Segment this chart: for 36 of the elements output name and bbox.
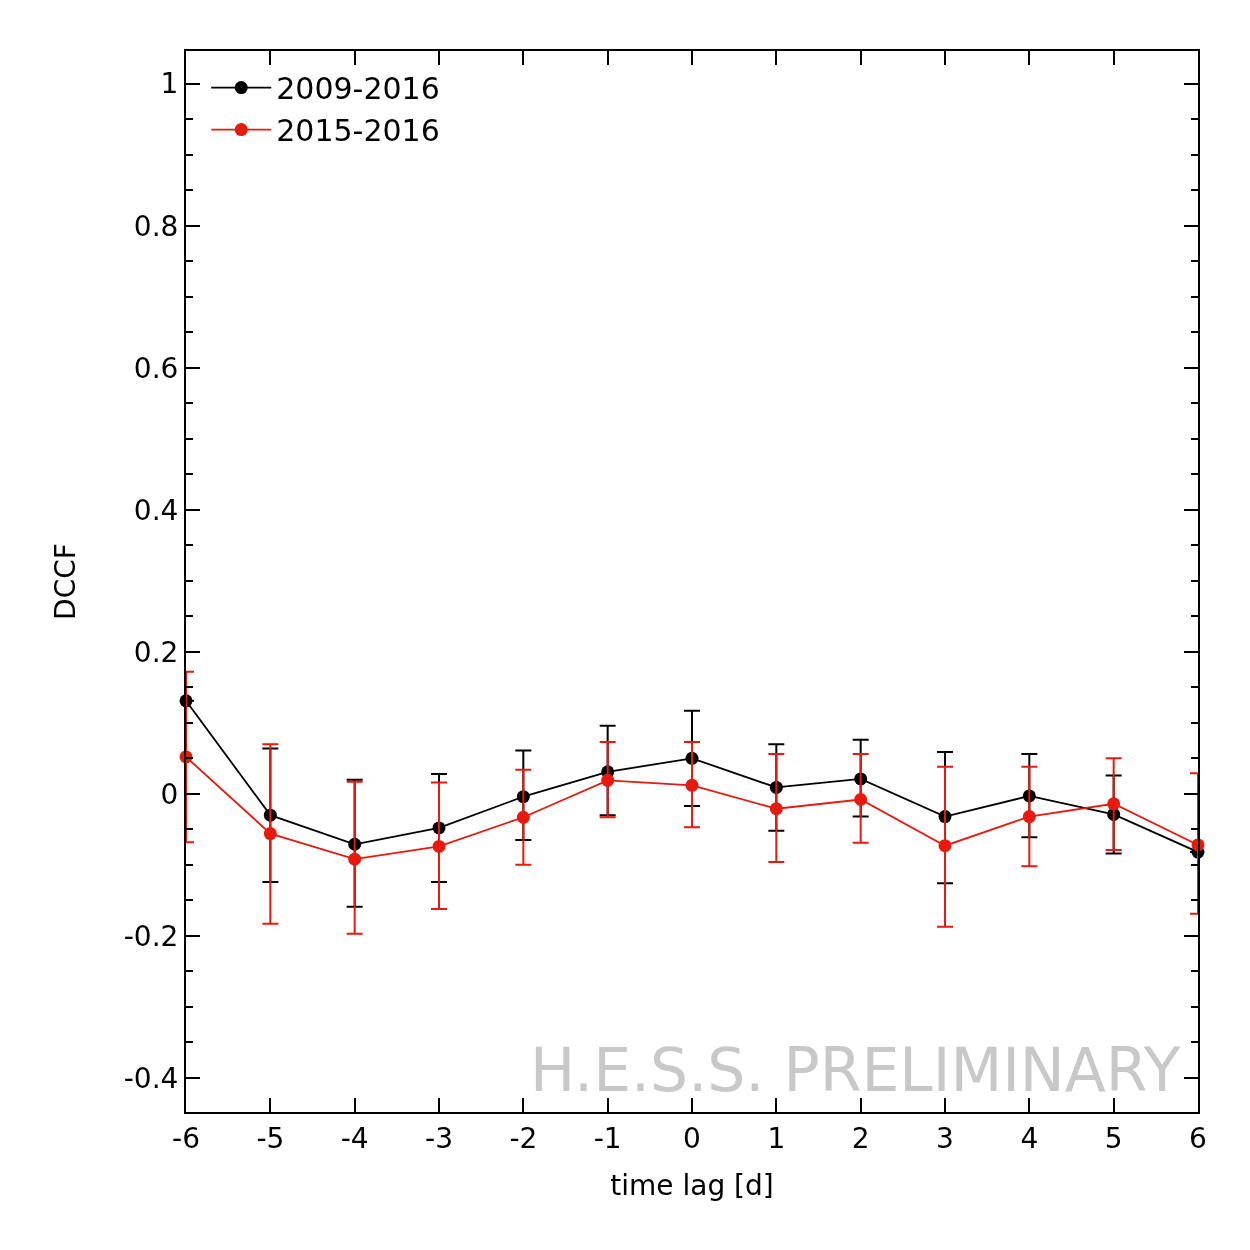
x-tick-label: 3 — [936, 1121, 954, 1155]
point — [938, 839, 952, 853]
y-axis-title: DCCF — [48, 543, 82, 620]
x-tick-label: 5 — [1104, 1121, 1123, 1155]
point — [516, 810, 530, 824]
x-tick-label: 6 — [1189, 1121, 1207, 1155]
y-tick-label: -0.4 — [123, 1061, 179, 1095]
x-tick-label: -2 — [509, 1121, 538, 1155]
y-tick-label: 0 — [160, 777, 179, 811]
point — [601, 773, 615, 787]
y-tick-label: 0.2 — [133, 635, 179, 669]
x-tick-label: -6 — [172, 1121, 200, 1155]
x-tick-label: -5 — [256, 1121, 285, 1155]
x-tick-label: 1 — [767, 1121, 786, 1155]
point — [432, 839, 446, 853]
x-tick-label: 0 — [683, 1121, 701, 1155]
x-tick-label: -3 — [425, 1121, 453, 1155]
x-tick-label: -1 — [593, 1121, 622, 1155]
point — [1107, 797, 1121, 811]
y-tick-label: 1 — [160, 67, 179, 101]
point — [769, 802, 783, 816]
legend-label: 2015-2016 — [276, 113, 440, 149]
x-axis-title: time lag [d] — [610, 1169, 774, 1203]
y-tick-label: 0.6 — [133, 351, 179, 385]
point — [854, 793, 868, 807]
point — [263, 827, 277, 841]
x-tick-label: -4 — [340, 1121, 369, 1155]
y-tick-label: -0.2 — [123, 919, 179, 953]
point — [348, 852, 362, 866]
point — [685, 778, 699, 792]
x-tick-label: 2 — [851, 1121, 870, 1155]
legend-label: 2009-2016 — [276, 71, 440, 107]
x-tick-label: 4 — [1020, 1121, 1039, 1155]
point — [1022, 810, 1036, 824]
y-tick-label: 0.8 — [133, 209, 179, 243]
y-tick-label: 0.4 — [133, 493, 179, 527]
